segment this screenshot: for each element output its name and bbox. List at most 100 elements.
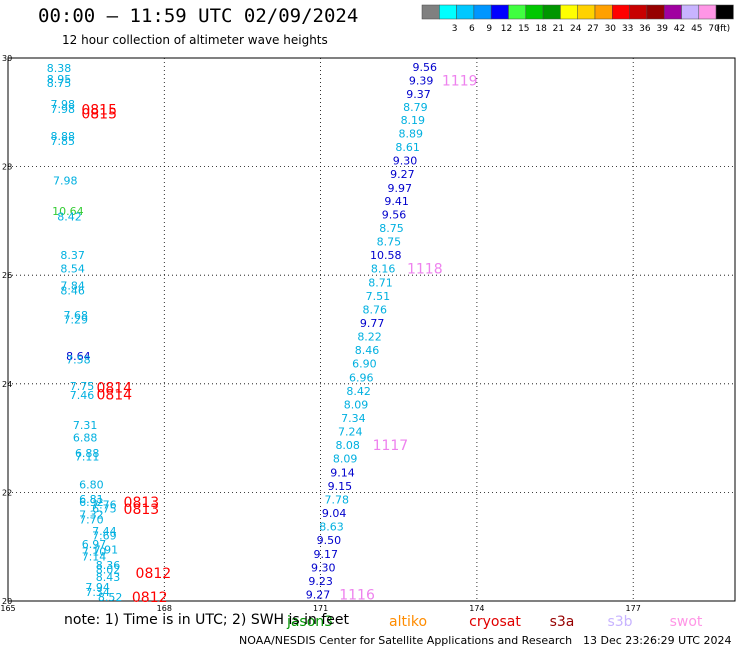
wave-height-value: 6.80	[79, 478, 104, 491]
wave-height-value: 8.02	[96, 564, 121, 577]
wave-height-value: 8.22	[357, 331, 382, 344]
legend-label: 9	[486, 24, 492, 34]
wave-height-value: 9.97	[388, 182, 413, 195]
wave-height-value: 6.88	[75, 447, 100, 460]
wave-height-value: 7.51	[366, 290, 391, 303]
wave-height-value: 8.19	[401, 114, 426, 127]
wave-height-value: 9.50	[317, 534, 342, 547]
wave-height-value: 6.75	[92, 503, 117, 516]
lon-tick-label: 165	[0, 604, 15, 613]
lat-tick-label: 28	[2, 163, 12, 172]
satellite-legend-altiko: altiko	[389, 614, 427, 630]
timestamp: 13 Dec 23:26:29 UTC 2024	[583, 634, 732, 647]
wave-height-value: 9.27	[306, 588, 331, 601]
wave-height-value: 8.76	[363, 303, 388, 316]
legend-unit: (ft)	[717, 24, 731, 34]
wave-height-value: 6.90	[352, 358, 377, 371]
wave-height-value: 8.43	[96, 571, 121, 584]
wave-height-value: 9.30	[311, 561, 336, 574]
wave-height-value: 7.31	[73, 419, 98, 432]
wave-height-value: 8.75	[47, 77, 72, 90]
wave-height-value: 7.29	[63, 314, 88, 327]
pass-time-label: 0813	[124, 502, 160, 518]
wave-height-value: 9.37	[406, 88, 431, 101]
wave-height-value: 8.42	[57, 211, 82, 224]
pass-time-label: 0813	[124, 495, 160, 511]
legend-label: 3	[452, 24, 458, 34]
wave-height-value: 9.30	[393, 155, 418, 168]
wave-height-value: 9.41	[384, 195, 409, 208]
wave-height-value: 7.14	[82, 550, 107, 563]
wave-height-value: 8.37	[60, 249, 85, 262]
pass-time-label: 0815	[81, 103, 117, 119]
wave-height-value: 6.92	[79, 496, 104, 509]
wave-height-value: 7.69	[92, 529, 117, 542]
wave-height-value: 7.98	[50, 103, 75, 116]
legend-label: 24	[570, 24, 582, 34]
wave-height-value: 7.91	[94, 543, 119, 556]
wave-height-value: 8.54	[60, 263, 85, 276]
legend-label: 45	[691, 24, 702, 34]
wave-height-value: 7.76	[92, 498, 117, 511]
wave-height-value: 9.17	[314, 548, 339, 561]
lon-tick-label: 171	[313, 604, 328, 613]
wave-height-value: 7.58	[66, 353, 91, 366]
wave-height-value: 10.64	[52, 205, 84, 218]
legend-label: 12	[501, 24, 512, 34]
wave-height-value: 6.96	[349, 371, 374, 384]
pass-time-label: 1118	[407, 262, 443, 278]
lat-tick-label: 20	[2, 597, 12, 606]
wave-height-value: 7.32	[79, 509, 104, 522]
wave-height-value: 9.39	[409, 74, 434, 87]
wave-height-value: 6.97	[82, 538, 107, 551]
wave-height-value: 9.04	[322, 507, 347, 520]
wave-height-value: 8.08	[335, 439, 360, 452]
legend-label: 42	[674, 24, 685, 34]
wave-height-value: 9.77	[360, 317, 385, 330]
wave-height-value: 7.24	[338, 426, 363, 439]
wave-height-value: 7.78	[325, 493, 350, 506]
wave-height-value: 7.11	[75, 451, 100, 464]
pass-time-label: 1119	[442, 73, 478, 89]
legend-label: 21	[553, 24, 564, 34]
pass-time-label: 0814	[96, 381, 132, 397]
wave-height-value: 8.64	[66, 350, 91, 363]
credit-line: NOAA/NESDIS Center for Satellite Applica…	[239, 634, 573, 647]
wave-height-value: 7.98	[53, 175, 78, 188]
lon-tick-label: 177	[626, 604, 641, 613]
pass-time-label: 0812	[136, 566, 172, 582]
wave-height-value: 8.88	[50, 130, 75, 143]
wave-height-value: 9.56	[413, 61, 438, 74]
wave-height-value: 9.15	[328, 480, 353, 493]
wave-height-value: 8.16	[371, 263, 396, 276]
pass-time-label: 0815	[81, 106, 117, 122]
wave-height-value: 7.70	[79, 514, 104, 527]
wave-height-value: 7.44	[92, 525, 117, 538]
wave-height-value: 8.38	[47, 62, 72, 75]
footer-note: note: 1) Time is in UTC; 2) SWH is in fe…	[64, 612, 350, 628]
wave-height-value: 8.36	[96, 559, 121, 572]
wave-height-value: 7.84	[60, 280, 85, 293]
wave-height-value: 7.75	[70, 380, 95, 393]
wave-height-value: 7.34	[341, 412, 366, 425]
satellite-legend-s3a: s3a	[550, 614, 575, 630]
wave-height-value: 7.10	[82, 546, 107, 559]
satellite-legend-jason3: jason3	[286, 614, 333, 630]
wave-height-value: 8.61	[395, 141, 420, 154]
wave-height-value: 8.09	[344, 398, 369, 411]
satellite-legend-swot: swot	[670, 614, 703, 630]
legend-swatch	[715, 4, 734, 20]
legend-label: 70	[708, 24, 720, 34]
wave-height-value: 9.27	[390, 168, 415, 181]
lat-tick-label: 26	[2, 271, 12, 280]
wave-height-value: 8.89	[398, 127, 423, 140]
wave-height-value: 6.88	[73, 432, 98, 445]
wave-height-value: 8.42	[346, 385, 371, 398]
wave-height-value: 9.23	[308, 575, 333, 588]
pass-time-label: 0812	[132, 590, 168, 606]
legend-label: 6	[469, 24, 475, 34]
legend-label: 27	[587, 24, 598, 34]
wave-height-value: 10.58	[370, 249, 402, 262]
wave-height-value: 6.81	[79, 493, 104, 506]
